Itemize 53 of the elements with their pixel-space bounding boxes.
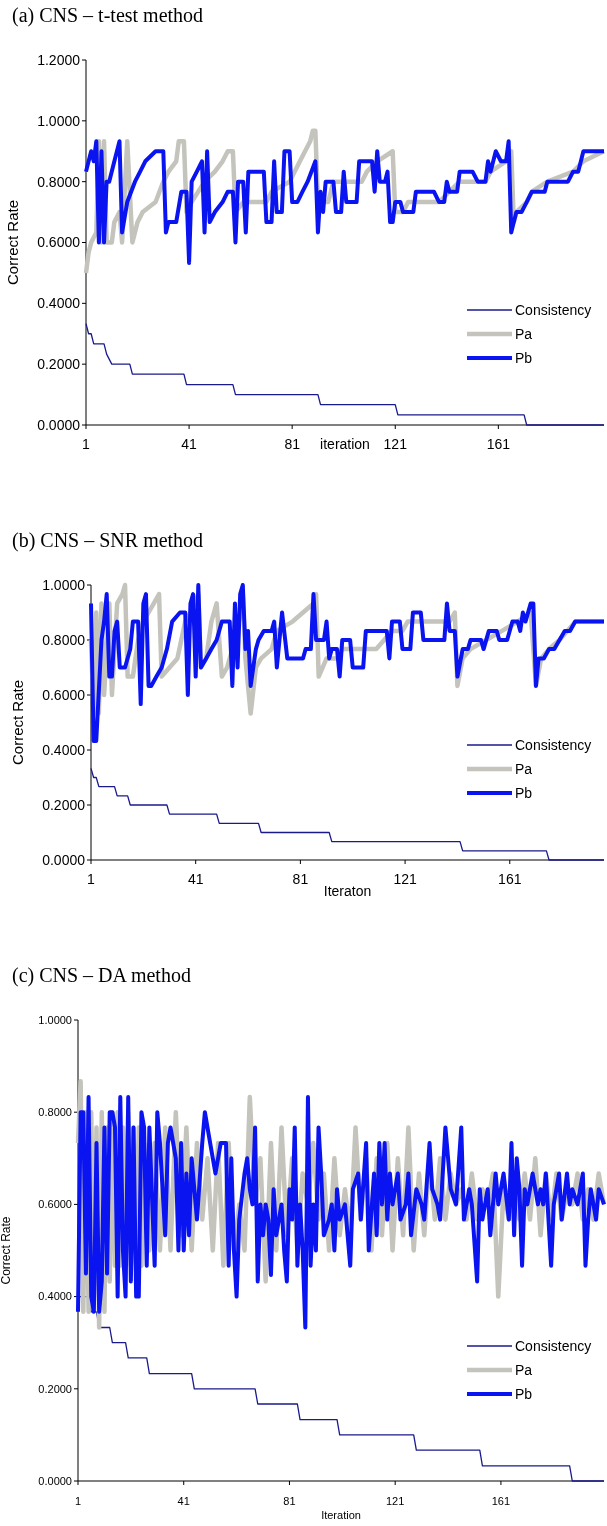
y-tick-label: 0.2000	[42, 796, 86, 813]
y-tick-label: 1.0000	[42, 576, 86, 593]
y-tick-label: 0.0000	[42, 851, 86, 868]
y-tick-label: 0.2000	[37, 356, 81, 373]
x-axis-title: Iteration	[321, 1509, 361, 1521]
legend-label: Pb	[515, 1385, 533, 1402]
chart-title: (b) CNS – SNR method	[12, 529, 204, 552]
legend-label: Consistency	[515, 736, 592, 753]
y-tick-label: 0.8000	[37, 173, 81, 190]
y-tick-label: 0.6000	[37, 234, 81, 251]
y-tick-label: 1.0000	[38, 1013, 72, 1026]
y-tick-label: 1.2000	[37, 51, 81, 68]
x-tick-label: 121	[393, 871, 417, 887]
y-tick-label: 0.6000	[42, 686, 86, 703]
y-tick-label: 0.8000	[42, 631, 86, 648]
y-tick-label: 0.0000	[37, 416, 81, 433]
y-axis-title: Correct Rate	[0, 1216, 13, 1285]
y-tick-label: 0.4000	[38, 1290, 72, 1303]
x-tick-label: 1	[82, 436, 91, 452]
y-tick-label: 0.4000	[37, 295, 81, 312]
y-tick-label: 0.0000	[38, 1474, 72, 1487]
x-tick-label: 81	[292, 871, 309, 887]
legend-label: Pb	[515, 349, 533, 366]
y-tick-label: 0.6000	[38, 1198, 72, 1211]
legend-label: Pa	[515, 760, 533, 777]
x-tick-label: 161	[486, 436, 511, 452]
x-tick-label: 41	[187, 871, 204, 887]
x-tick-label: 41	[177, 1495, 190, 1507]
legend-label: Consistency	[515, 301, 592, 318]
x-axis-title: Iteraton	[323, 883, 372, 899]
y-tick-label: 1.0000	[37, 112, 81, 129]
x-tick-label: 121	[383, 436, 408, 452]
legend-label: Pa	[515, 1361, 533, 1378]
chart-title: (c) CNS – DA method	[12, 964, 191, 987]
line-series	[84, 139, 606, 265]
x-tick-label: 1	[74, 1495, 82, 1507]
x-tick-label: 81	[284, 436, 301, 452]
chart-title: (a) CNS – t-test method	[12, 4, 204, 27]
x-axis-title: iteration	[320, 436, 370, 452]
legend-label: Pa	[515, 325, 533, 342]
x-tick-label: 161	[491, 1495, 511, 1507]
y-tick-label: 0.8000	[38, 1106, 72, 1119]
legend-label: Pb	[515, 784, 533, 801]
y-axis-title: Correct Rate	[4, 199, 21, 286]
x-tick-label: 1	[87, 871, 96, 887]
x-tick-label: 81	[283, 1495, 296, 1507]
y-tick-label: 0.4000	[42, 741, 86, 758]
y-tick-label: 0.2000	[38, 1382, 72, 1395]
legend-label: Consistency	[515, 1337, 592, 1354]
x-tick-label: 121	[386, 1495, 405, 1507]
y-axis-title: Correct Rate	[9, 679, 26, 766]
x-tick-label: 161	[498, 871, 522, 887]
x-tick-label: 41	[181, 436, 198, 452]
